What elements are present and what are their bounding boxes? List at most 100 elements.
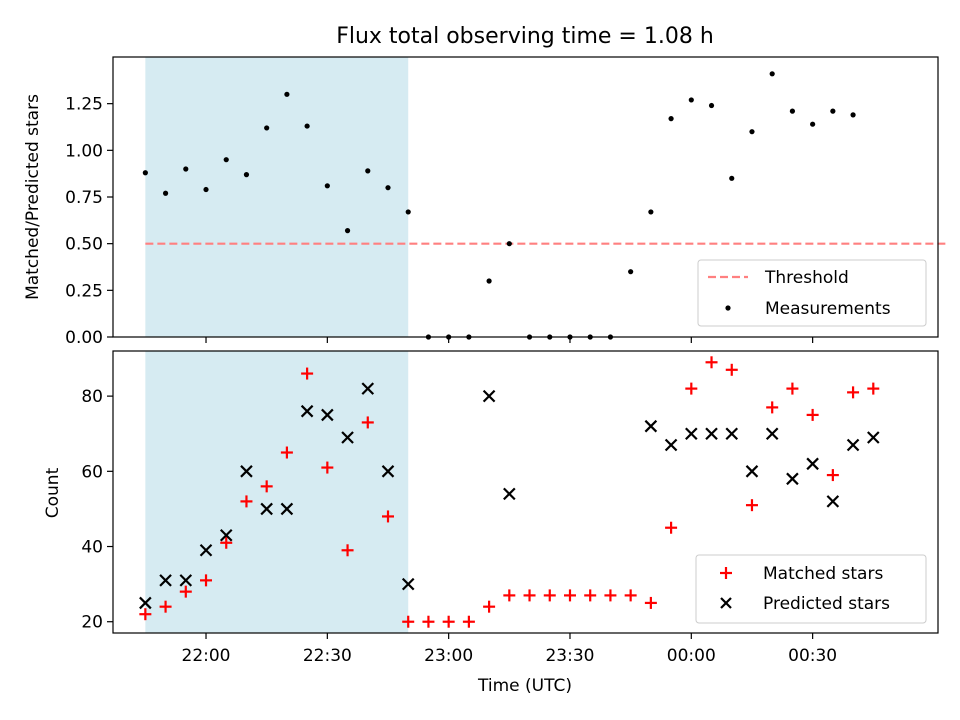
measurements-point [243, 172, 250, 178]
measurements-point [385, 185, 391, 191]
matched-stars-point [503, 589, 516, 602]
predicted-stars-point [745, 465, 759, 478]
measurements-point [405, 209, 411, 215]
measurements-point [688, 97, 694, 103]
bottom-xtick-label: 00:00 [667, 646, 716, 666]
bottom-ytick-label: 80 [81, 387, 103, 407]
top-ytick-label: 0.75 [65, 188, 103, 208]
matched-stars-point [604, 589, 617, 602]
predicted-stars-point [199, 544, 213, 557]
top-panel: 0.00 0.25 0.50 0.75 1.00 1.25 Matched/Predict… [23, 56, 947, 348]
measurements-point [344, 228, 351, 234]
matched-stars-point [624, 589, 637, 602]
predicted-stars-point [806, 457, 819, 471]
bottom-xtick-label: 00:30 [788, 646, 837, 666]
measurements-point [850, 112, 856, 118]
matched-stars-point [462, 615, 475, 628]
measurements-point [142, 170, 148, 176]
matched-stars-point [200, 574, 213, 587]
matched-stars-point [361, 416, 374, 429]
measurements-point [749, 129, 755, 135]
predicted-stars-point [159, 574, 172, 587]
measurements-point [789, 108, 796, 114]
top-shaded-region [145, 57, 409, 337]
matched-legend-marker [720, 567, 732, 579]
measurements-point [810, 121, 816, 127]
predicted-stars-point [685, 427, 698, 440]
matched-stars-point [745, 499, 758, 512]
predicted-legend-marker [720, 597, 732, 609]
measurements-point [648, 209, 654, 215]
matched-stars-point [442, 615, 455, 628]
measurements-point [628, 269, 634, 275]
bottom-legend: Matched stars Predicted stars [695, 554, 927, 624]
measurements-point [708, 102, 715, 109]
bottom-xtick-label: 23:30 [545, 646, 594, 666]
predicted-stars-point [179, 574, 193, 587]
predicted-stars-point [240, 465, 253, 478]
top-legend: Threshold Measurements [697, 259, 927, 327]
predicted-stars-point [705, 427, 718, 440]
matched-stars-point [402, 615, 415, 628]
bottom-xtick-label: 22:00 [182, 646, 231, 666]
measurements-point [223, 157, 229, 163]
measurements-point [486, 278, 492, 284]
matched-stars-point [260, 480, 273, 493]
top-ytick-label: 1.25 [65, 95, 103, 115]
matched-stars-point [523, 589, 536, 602]
measurements-point [324, 183, 330, 189]
measurements-point [769, 71, 775, 77]
predicted-stars-point [503, 487, 516, 501]
predicted-stars-point [765, 427, 779, 440]
matched-stars-point [847, 386, 860, 399]
measurements-point [304, 123, 310, 129]
measurements-point [183, 166, 189, 172]
matched-stars-point [139, 608, 152, 621]
chart-title: Flux total observing time = 1.08 h [336, 24, 714, 49]
predicted-stars-point [341, 431, 354, 444]
matched-stars-point [483, 600, 496, 613]
matched-stars-point [705, 356, 718, 369]
predicted-stars-point [280, 502, 294, 516]
predicted-stars-point [401, 577, 415, 591]
measurements-point [729, 175, 735, 181]
measurements-point [668, 116, 674, 122]
matched-stars-point [422, 615, 435, 628]
top-ytick-label: 1.00 [65, 141, 103, 161]
matched-stars-point [159, 600, 172, 613]
predicted-stars-point [381, 465, 395, 478]
measurements-point [506, 241, 512, 247]
predicted-stars-point [139, 596, 152, 610]
predicted-stars-point [725, 427, 739, 440]
top-ytick-label: 0.00 [65, 328, 103, 348]
matched-stars-point [725, 363, 738, 376]
predicted-stars-point [219, 528, 233, 542]
matched-stars-point [543, 589, 556, 602]
matched-stars-point [280, 446, 293, 459]
matched-stars-point [382, 510, 394, 523]
bottom-xtick-label: 23:00 [424, 646, 473, 666]
measurements-point [264, 125, 270, 131]
matched-stars-point [685, 382, 698, 395]
bottom-xlabel: Time (UTC) [477, 676, 572, 696]
bottom-axes-frame [112, 350, 939, 634]
bottom-ytick-label: 40 [81, 538, 103, 558]
predicted-stars-point [786, 472, 799, 486]
matched-stars-point [644, 596, 657, 609]
matched-stars-point [584, 589, 597, 602]
predicted-stars-point [361, 382, 375, 395]
predicted-stars-point [260, 502, 273, 516]
predicted-stars-point [826, 495, 840, 508]
bottom-ylabel: Count [43, 467, 63, 518]
matched-stars-point [341, 544, 354, 557]
predicted-stars-point [482, 389, 496, 403]
measurements-point [162, 190, 169, 196]
measurements-point [284, 91, 290, 97]
matched-stars-point [220, 536, 233, 549]
bottom-ytick-label: 60 [81, 462, 103, 482]
bottom-xtick-label: 22:30 [303, 646, 352, 666]
matched-stars-point [321, 461, 334, 474]
predicted-stars-point [300, 404, 314, 418]
